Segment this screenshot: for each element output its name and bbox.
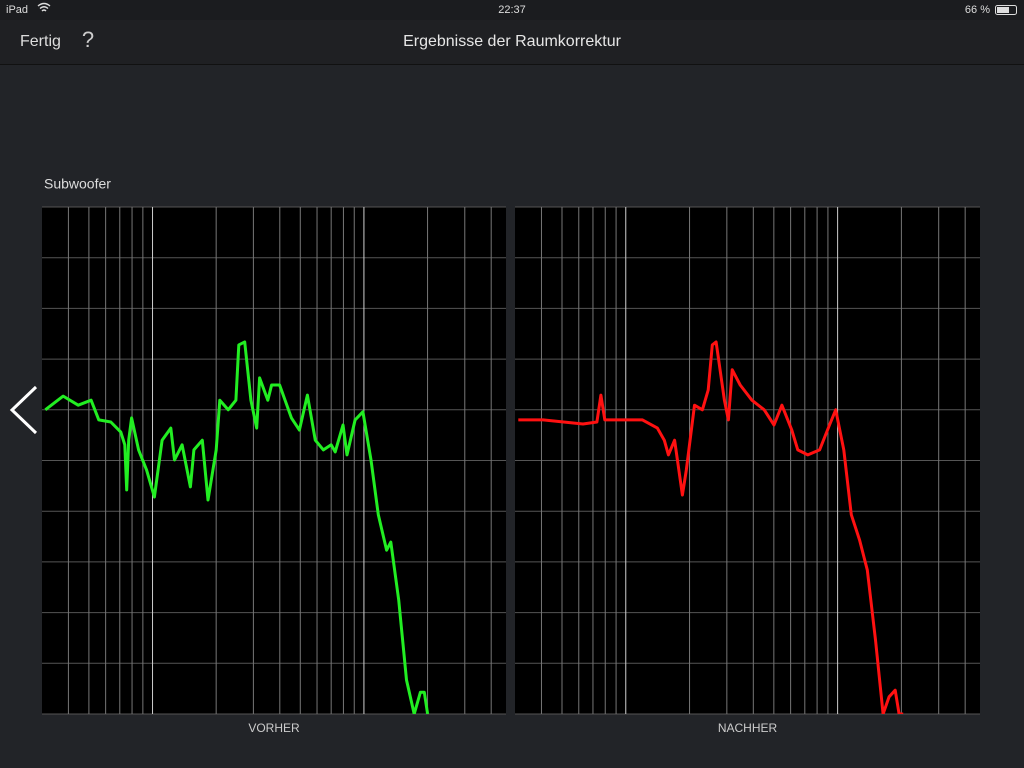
battery-icon	[995, 5, 1017, 15]
clock: 22:37	[498, 4, 526, 16]
nav-title: Ergebnisse der Raumkorrektur	[403, 33, 622, 50]
battery-level	[997, 7, 1009, 13]
response-line	[518, 340, 904, 714]
done-button[interactable]: Fertig	[20, 33, 61, 50]
wifi-icon	[37, 2, 51, 12]
nav-bar	[0, 20, 1024, 64]
chart: VORHER	[42, 206, 506, 735]
section-label: Subwoofer	[44, 176, 111, 192]
status-bar	[0, 0, 1024, 20]
battery-percent: 66 %	[965, 4, 990, 16]
device-label: iPad	[6, 4, 28, 16]
help-button[interactable]: ?	[82, 27, 94, 52]
chart-caption: NACHHER	[718, 721, 778, 735]
chart-caption: VORHER	[248, 721, 300, 735]
response-line	[44, 340, 430, 714]
chart: NACHHER	[515, 206, 980, 735]
previous-button[interactable]	[9, 385, 38, 435]
